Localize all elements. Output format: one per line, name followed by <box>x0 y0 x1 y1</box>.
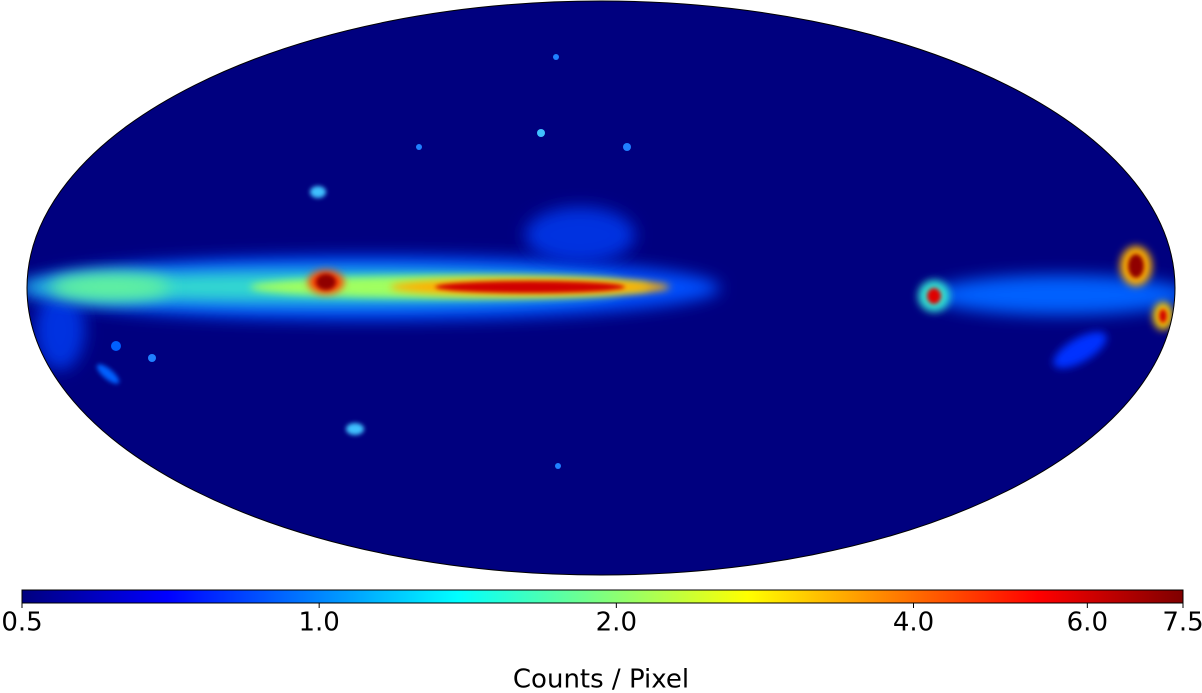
colorbar-label: Counts / Pixel <box>513 665 689 693</box>
sky-map <box>26 0 1176 576</box>
colorbar <box>21 589 1184 604</box>
map-emission <box>27 54 1175 469</box>
colorbar-tick-label: 0.5 <box>1 608 42 638</box>
colorbar-tick-label: 2.0 <box>596 608 637 638</box>
colorbar-tick-label: 7.5 <box>1162 608 1202 638</box>
colorbar-tick-label: 4.0 <box>893 608 934 638</box>
colorbar-tick-label: 1.0 <box>298 608 339 638</box>
colorbar-tick-label: 6.0 <box>1067 608 1108 638</box>
